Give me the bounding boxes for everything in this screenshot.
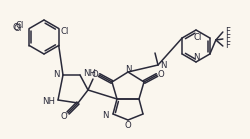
Text: Cl: Cl [61,27,69,36]
Text: Cl: Cl [194,33,202,42]
Text: Cl: Cl [13,23,21,32]
Text: NH: NH [42,96,55,106]
Text: O: O [60,111,68,121]
Text: F: F [225,33,230,43]
Text: N: N [125,64,131,74]
Text: N: N [193,53,199,61]
Text: F: F [225,27,230,35]
Text: Cl: Cl [14,24,22,33]
Text: O: O [158,70,164,79]
Text: O: O [92,70,98,79]
Text: N: N [160,60,166,70]
Text: N: N [54,70,60,79]
Text: O: O [124,121,132,130]
Text: F: F [225,40,230,49]
Text: Cl: Cl [16,21,24,30]
Text: N: N [102,111,109,120]
Text: NH: NH [83,69,96,78]
